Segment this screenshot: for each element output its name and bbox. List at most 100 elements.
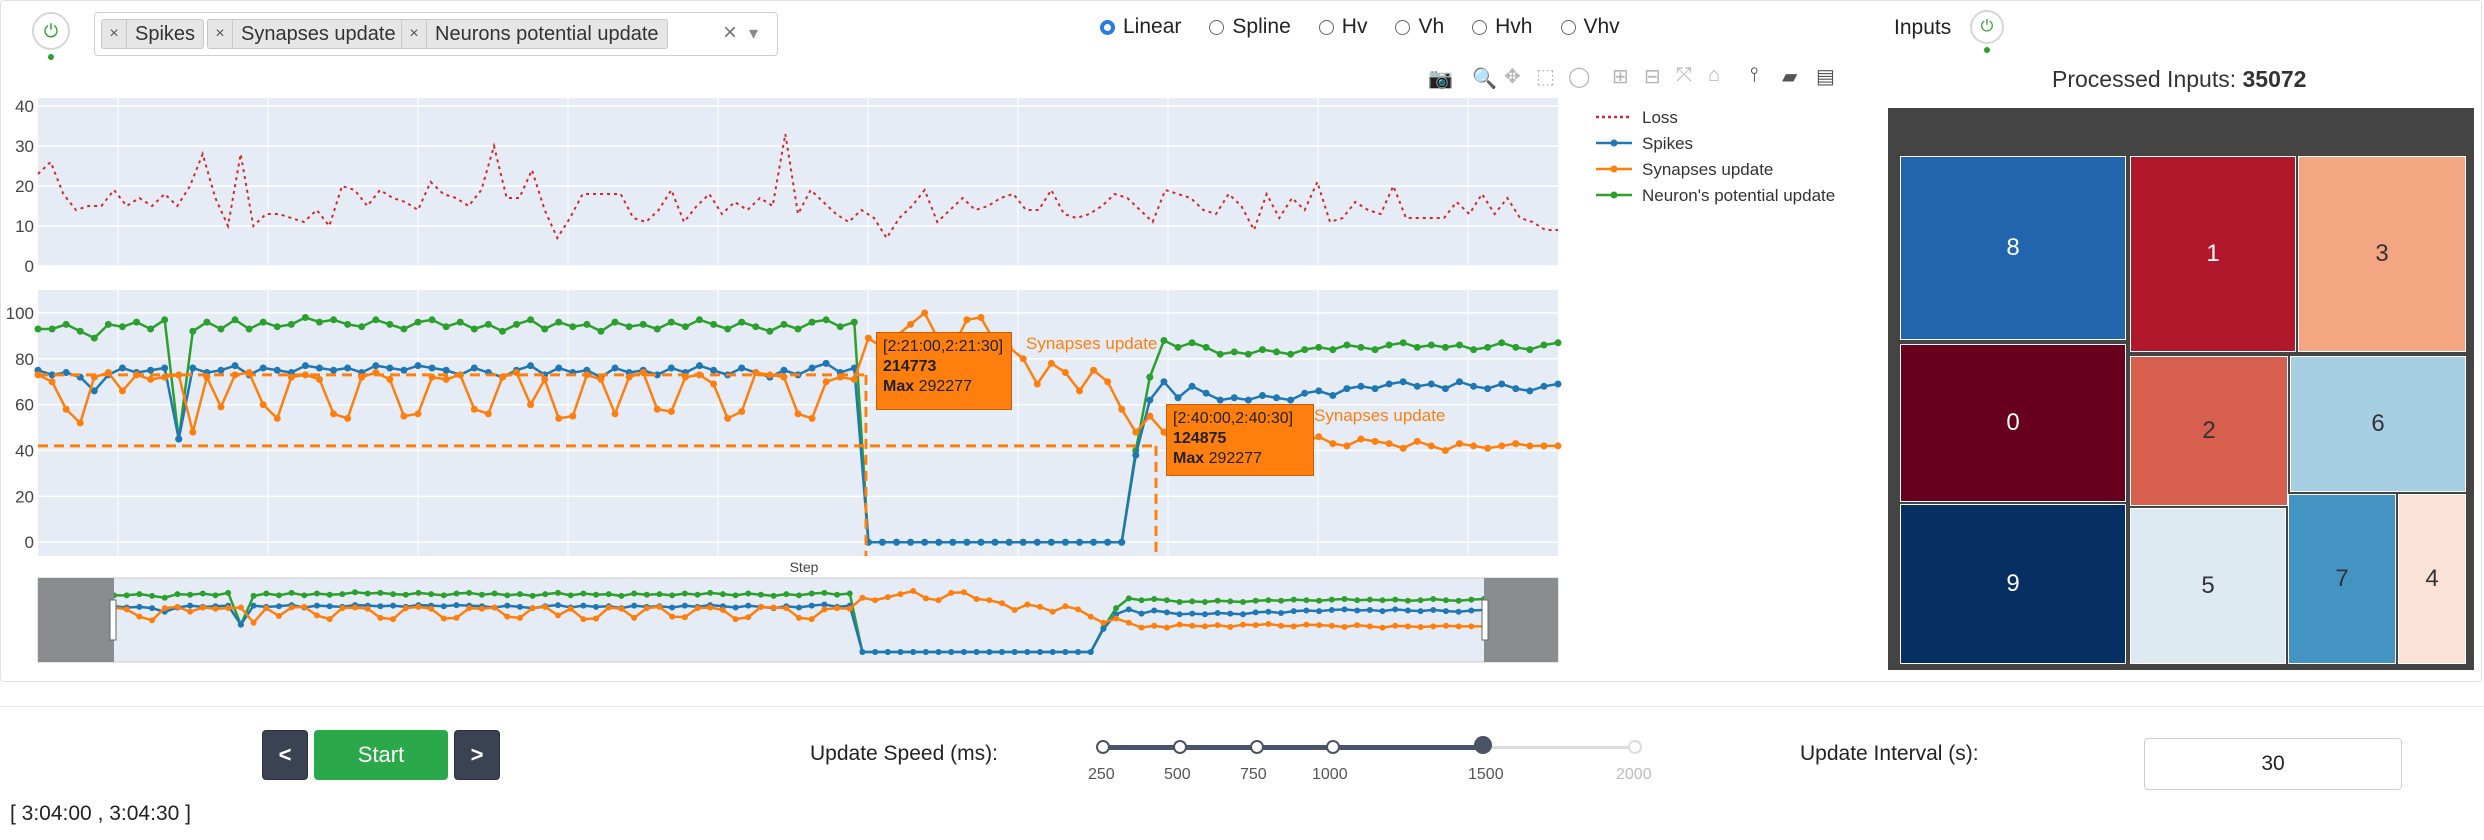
hover-compare-icon[interactable]: ▤: [1816, 66, 1835, 88]
chip-spikes[interactable]: × Spikes: [101, 19, 205, 49]
range-data-point: [440, 592, 447, 599]
range-data-point: [529, 592, 536, 599]
slider-mark[interactable]: [1173, 740, 1187, 754]
hover-closest-icon[interactable]: ▰: [1782, 66, 1798, 88]
range-data-point: [1379, 597, 1386, 604]
next-button[interactable]: >: [454, 730, 500, 780]
chip-remove-icon[interactable]: ×: [102, 20, 127, 48]
autoscale-icon[interactable]: ⤧: [1676, 64, 1692, 86]
data-point: [414, 362, 422, 370]
y-tick-label: 20: [15, 487, 34, 506]
data-point: [766, 327, 774, 335]
treemap-cell[interactable]: 9: [1900, 504, 2126, 664]
data-point: [583, 320, 591, 328]
lasso-icon[interactable]: ◯: [1568, 66, 1591, 88]
range-data-point: [960, 589, 967, 596]
chip-neurons-potential-update[interactable]: × Neurons potential update: [401, 19, 668, 49]
range-data-point: [1138, 597, 1145, 604]
radio-circle[interactable]: [1318, 19, 1334, 35]
slider-tick-label: 1000: [1312, 766, 1348, 783]
range-data-point: [1037, 603, 1044, 610]
range-data-point: [1442, 597, 1449, 604]
box-select-icon[interactable]: ⬚: [1536, 66, 1555, 88]
data-point: [1484, 343, 1492, 351]
range-data-point: [707, 604, 714, 611]
metric-multiselect[interactable]: × Spikes × Synapses update × Neurons potent…: [94, 12, 778, 56]
update-interval-input[interactable]: 30: [2144, 738, 2402, 790]
chevron-down-icon[interactable]: ▾: [749, 23, 759, 43]
zoom-in-icon[interactable]: ⊞: [1612, 66, 1629, 88]
start-button[interactable]: Start: [314, 730, 448, 780]
treemap-cell[interactable]: 1: [2130, 156, 2296, 352]
inputs-power-toggle-button[interactable]: ⏻: [1970, 10, 2004, 53]
zoom-icon[interactable]: 🔍: [1472, 68, 1497, 90]
slider-handle[interactable]: [1474, 736, 1492, 754]
data-point: [1104, 538, 1112, 546]
range-data-point: [1303, 607, 1310, 614]
data-point: [935, 538, 943, 546]
treemap-cell[interactable]: 8: [1900, 156, 2126, 340]
treemap-cell[interactable]: 7: [2288, 494, 2396, 664]
radio-vhv[interactable]: Vhv: [1560, 15, 1620, 39]
power-toggle-button[interactable]: ⏻: [32, 12, 70, 60]
spike-lines-icon[interactable]: ⫯: [1750, 64, 1759, 86]
range-data-point: [1011, 649, 1018, 655]
radio-linear[interactable]: Linear: [1100, 15, 1181, 39]
treemap-label: 8: [2006, 234, 2020, 261]
slider-mark[interactable]: [1096, 740, 1110, 754]
radio-spline[interactable]: Spline: [1209, 15, 1291, 39]
data-point: [1273, 348, 1281, 356]
slider-mark[interactable]: [1250, 740, 1264, 754]
reset-axes-icon[interactable]: ⌂: [1708, 64, 1721, 86]
slider-mark[interactable]: [1326, 740, 1340, 754]
clear-all-icon[interactable]: ×: [723, 19, 738, 46]
range-data-point: [174, 603, 181, 610]
range-data-point: [478, 605, 485, 612]
data-point: [259, 364, 267, 372]
radio-circle[interactable]: [1209, 19, 1225, 35]
treemap-cell[interactable]: 4: [2398, 494, 2466, 664]
range-data-point: [1189, 622, 1196, 629]
data-point: [470, 364, 478, 372]
radio-circle[interactable]: [1395, 19, 1411, 35]
range-data-point: [1113, 605, 1120, 612]
range-data-point: [123, 592, 130, 599]
chip-remove-icon[interactable]: ×: [208, 20, 233, 48]
treemap-cell[interactable]: 5: [2130, 508, 2286, 664]
chip-synapses-update[interactable]: × Synapses update: [207, 19, 405, 49]
data-point: [386, 364, 394, 372]
data-point: [977, 538, 985, 546]
update-speed-slider[interactable]: 250 500 750 1000 1500 2000: [1088, 736, 1652, 800]
range-data-point: [1392, 596, 1399, 603]
range-data-point: [1024, 649, 1031, 655]
radio-circle[interactable]: [1100, 19, 1115, 35]
chip-remove-icon[interactable]: ×: [402, 20, 427, 48]
data-point: [484, 410, 492, 418]
slider-mark[interactable]: [1628, 740, 1642, 754]
range-data-point: [1417, 608, 1424, 615]
zoom-out-icon[interactable]: ⊟: [1644, 66, 1661, 88]
camera-icon[interactable]: 📷: [1428, 68, 1453, 90]
chart-area[interactable]: 0 10 20 30 40 0 20 40 60 80 100 Step Loss Spikes Syn…: [0, 90, 1880, 670]
radio-hvh[interactable]: Hvh: [1472, 15, 1533, 39]
treemap-cell[interactable]: 6: [2290, 356, 2466, 492]
data-point: [1413, 382, 1421, 390]
radio-circle[interactable]: [1560, 19, 1576, 35]
prev-button[interactable]: <: [262, 730, 308, 780]
range-mask-left: [38, 578, 114, 662]
data-point: [1540, 382, 1548, 390]
radio-hv[interactable]: Hv: [1318, 15, 1367, 39]
radio-vh[interactable]: Vh: [1395, 15, 1444, 39]
range-data-point: [821, 606, 828, 613]
radio-circle[interactable]: [1472, 19, 1488, 35]
range-data-point: [1354, 597, 1361, 604]
treemap-cell[interactable]: 3: [2298, 156, 2466, 352]
data-point: [1498, 339, 1506, 347]
treemap-label: 3: [2375, 240, 2389, 267]
data-point: [710, 320, 718, 328]
pan-icon[interactable]: ✥: [1504, 66, 1521, 88]
treemap-cell[interactable]: 2: [2130, 356, 2288, 506]
treemap-cell[interactable]: 0: [1900, 344, 2126, 502]
range-data-point: [1214, 597, 1221, 604]
data-point: [738, 408, 746, 416]
